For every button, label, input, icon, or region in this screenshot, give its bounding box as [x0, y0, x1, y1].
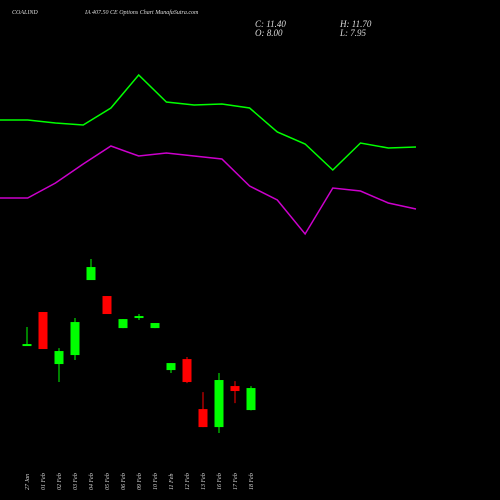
x-tick-label: 16 Feb: [217, 473, 223, 490]
indicator-line: [0, 145, 417, 236]
x-tick-label: 17 Feb: [233, 473, 239, 490]
candle-body: [38, 312, 48, 350]
candle-body: [70, 322, 80, 356]
x-tick-label: 03 Feb: [73, 473, 79, 490]
candle-body: [102, 296, 112, 315]
x-tick-label: 02 Feb: [57, 473, 63, 490]
candle-body: [214, 380, 224, 428]
x-tick-label: 05 Feb: [105, 473, 111, 490]
high-label: H: 11.70: [339, 19, 372, 29]
candle-body: [150, 323, 160, 329]
candle-body: [54, 351, 64, 365]
x-tick-label: 04 Feb: [88, 473, 95, 490]
candle-body: [246, 388, 256, 411]
x-tick-label: 18 Feb: [249, 473, 255, 490]
candle-body: [198, 409, 208, 428]
close-label: C: 11.40: [255, 19, 286, 29]
candle-body: [22, 344, 32, 347]
chart-title: COALIND: [12, 10, 38, 16]
open-label: O: 8.00: [255, 28, 283, 38]
low-label: L: 7.95: [339, 28, 367, 38]
candle-body: [86, 267, 96, 281]
x-tick-label: 09 Feb: [137, 473, 143, 490]
x-tick-label: 27 Jan: [25, 474, 31, 490]
candle-body: [118, 319, 128, 329]
candle-body: [230, 386, 240, 392]
x-tick-label: 13 Feb: [201, 473, 207, 490]
x-tick-label: 01 Feb: [41, 473, 47, 490]
candle-body: [134, 316, 144, 319]
x-tick-label: 11 Feb: [169, 474, 175, 490]
candle-body: [166, 363, 176, 371]
x-tick-label: 12 Feb: [185, 473, 191, 490]
x-tick-label: 10 Feb: [153, 473, 159, 490]
indicator-line: [0, 73, 417, 172]
chart-subtitle: IA 407.50 CE Options Chart MunafaSutra.c…: [84, 9, 199, 16]
x-tick-label: 06 Feb: [121, 473, 127, 490]
candle-body: [182, 359, 192, 383]
